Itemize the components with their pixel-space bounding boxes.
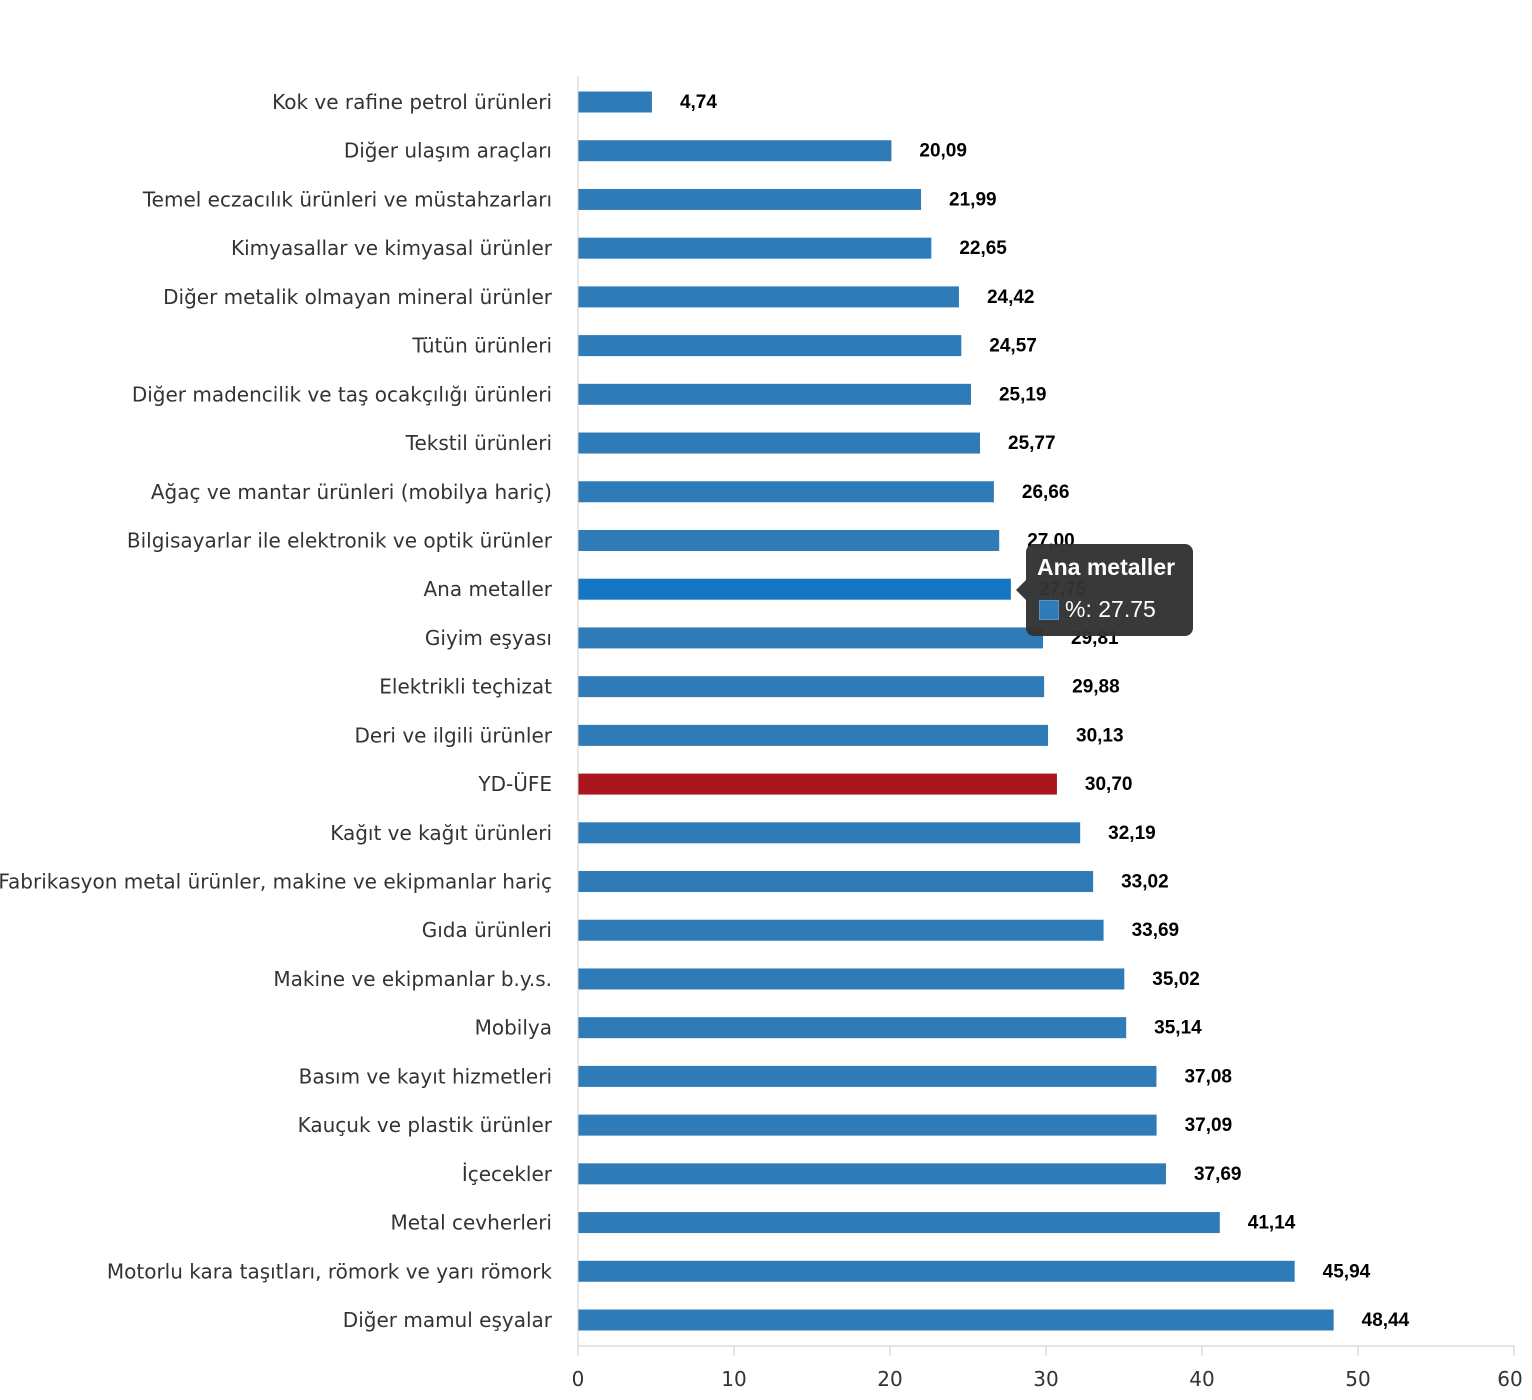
category-label: Mobilya xyxy=(475,1016,552,1040)
value-labels-group: 4,74 20,09 21,99 22,65 24,42 24,57 25,19 25,77 2… xyxy=(680,92,1410,1331)
x-tick-label: 60 xyxy=(1497,1367,1522,1391)
category-label: Makine ve ekipmanlar b.y.s. xyxy=(273,967,552,991)
bar[interactable] xyxy=(578,822,1081,844)
value-label: 30,13 xyxy=(1076,725,1124,746)
value-label: 29,88 xyxy=(1072,677,1120,698)
bars-group xyxy=(578,91,1334,1331)
category-label: YD-ÜFE xyxy=(477,772,552,796)
category-label: Kok ve rafine petrol ürünleri xyxy=(272,90,552,114)
value-label: 4,74 xyxy=(680,92,717,113)
value-label: 37,09 xyxy=(1185,1115,1233,1136)
tooltip-value: %: 27.75 xyxy=(1065,596,1156,622)
category-label: Tütün ürünleri xyxy=(411,334,552,358)
bar[interactable] xyxy=(578,91,652,113)
category-label: Kağıt ve kağıt ürünleri xyxy=(330,821,552,845)
category-label: Kauçuk ve plastik ürünler xyxy=(298,1113,553,1137)
bar[interactable] xyxy=(578,1212,1220,1234)
bar[interactable] xyxy=(578,871,1094,893)
bar[interactable] xyxy=(578,481,994,503)
category-label: Temel eczacılık ürünleri ve müstahzarlar… xyxy=(142,187,552,211)
category-label: Bilgisayarlar ile elektronik ve optik ür… xyxy=(127,528,553,552)
value-label: 37,69 xyxy=(1194,1164,1242,1185)
bar[interactable] xyxy=(578,919,1104,941)
x-tick-label: 20 xyxy=(877,1367,902,1391)
bar[interactable] xyxy=(578,286,959,308)
category-label: Basım ve kayıt hizmetleri xyxy=(299,1064,552,1088)
bar[interactable] xyxy=(578,1114,1157,1136)
category-label: Motorlu kara taşıtları, römork ve yarı r… xyxy=(107,1259,553,1283)
category-label: Metal cevherleri xyxy=(390,1211,552,1235)
x-tick-label: 40 xyxy=(1189,1367,1214,1391)
bar[interactable] xyxy=(578,383,971,405)
series-swatch-icon xyxy=(1039,599,1059,620)
category-label: Ağaç ve mantar ürünleri (mobilya hariç) xyxy=(151,480,552,504)
category-label: Diğer mamul eşyalar xyxy=(343,1308,553,1332)
value-label: 25,77 xyxy=(1008,433,1056,454)
value-label: 33,69 xyxy=(1132,920,1180,941)
value-label: 24,42 xyxy=(987,287,1035,308)
bar[interactable] xyxy=(578,578,1011,600)
value-label: 32,19 xyxy=(1108,823,1156,844)
value-label: 35,14 xyxy=(1154,1018,1202,1039)
bar[interactable] xyxy=(578,1260,1295,1282)
value-label: 45,94 xyxy=(1323,1261,1371,1282)
x-tick-label: 50 xyxy=(1345,1367,1370,1391)
x-tick-label: 30 xyxy=(1033,1367,1058,1391)
value-label: 48,44 xyxy=(1362,1310,1410,1331)
category-label: Giyim eşyası xyxy=(425,626,552,650)
bar[interactable] xyxy=(578,724,1049,746)
x-tick-label: 10 xyxy=(721,1367,746,1391)
bar[interactable] xyxy=(578,1163,1166,1185)
bar[interactable] xyxy=(578,1065,1157,1087)
category-labels-group: Kok ve rafine petrol ürünleri Diğer ulaşı… xyxy=(0,90,553,1332)
bar[interactable] xyxy=(578,140,892,162)
bar[interactable] xyxy=(578,432,981,454)
value-label: 24,57 xyxy=(989,336,1037,357)
value-label: 33,02 xyxy=(1121,872,1169,893)
bar[interactable] xyxy=(578,1309,1334,1331)
category-label: Kimyasallar ve kimyasal ürünler xyxy=(231,236,553,260)
bar[interactable] xyxy=(578,773,1057,795)
category-label: Gıda ürünleri xyxy=(422,918,552,942)
category-label: İçecekler xyxy=(462,1162,553,1186)
bar[interactable] xyxy=(578,529,1000,551)
category-label: Fabrikasyon metal ürünler, makine ve eki… xyxy=(0,870,552,894)
bar[interactable] xyxy=(578,188,922,210)
category-label: Elektrikli teçhizat xyxy=(379,675,552,699)
x-axis-ticks-group: 0 10 20 30 40 50 60 xyxy=(572,1346,1523,1391)
value-label: 20,09 xyxy=(919,141,967,162)
category-label: Tekstil ürünleri xyxy=(405,431,552,455)
tooltip: Ana metaller %: 27.75 xyxy=(1016,544,1193,636)
bar[interactable] xyxy=(578,676,1045,698)
value-label: 22,65 xyxy=(959,238,1007,259)
value-label: 21,99 xyxy=(949,189,997,210)
tooltip-row: %: 27.75 xyxy=(1039,596,1156,623)
value-label: 41,14 xyxy=(1248,1213,1296,1234)
category-label: Deri ve ilgili ürünler xyxy=(354,723,552,747)
category-label: Diğer madencilik ve taş ocakçılığı ürünl… xyxy=(132,382,552,406)
value-label: 37,08 xyxy=(1184,1066,1232,1087)
bar[interactable] xyxy=(578,627,1044,649)
category-label: Ana metaller xyxy=(424,577,553,601)
category-label: Diğer ulaşım araçları xyxy=(344,139,552,163)
tooltip-title: Ana metaller xyxy=(1037,554,1176,580)
value-label: 35,02 xyxy=(1152,969,1200,990)
category-label: Diğer metalik olmayan mineral ürünler xyxy=(163,285,553,309)
bar[interactable] xyxy=(578,1017,1127,1039)
bar[interactable] xyxy=(578,237,932,259)
value-label: 26,66 xyxy=(1022,482,1070,503)
value-label: 30,70 xyxy=(1085,774,1133,795)
x-tick-label: 0 xyxy=(572,1367,585,1391)
bar[interactable] xyxy=(578,335,962,357)
value-label: 25,19 xyxy=(999,384,1047,405)
bar[interactable] xyxy=(578,968,1125,990)
